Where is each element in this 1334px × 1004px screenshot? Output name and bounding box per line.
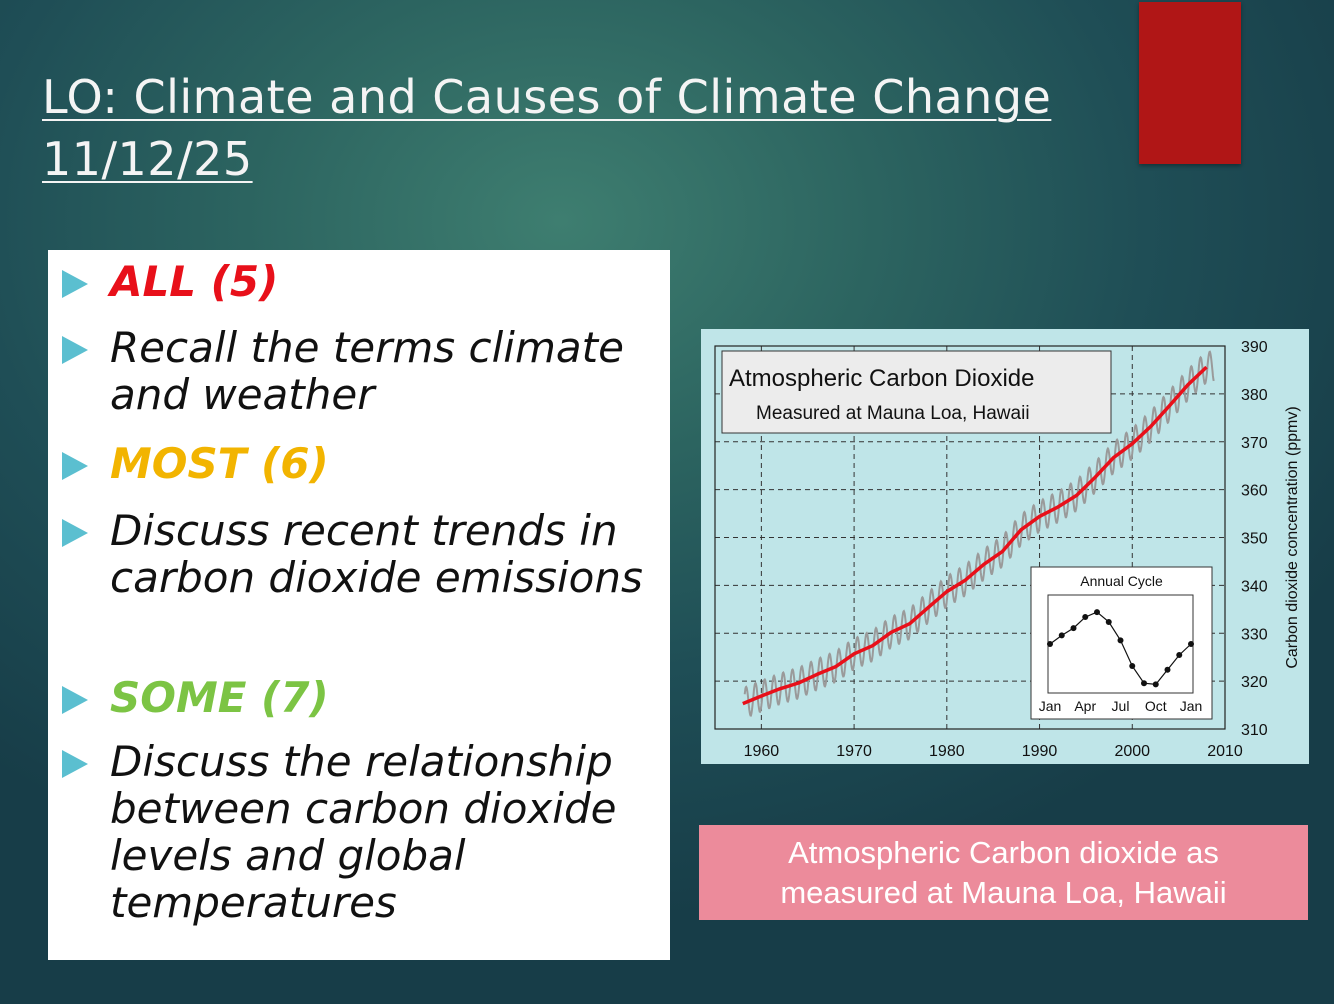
inset-point — [1152, 681, 1159, 688]
inset-x-tick-label: Apr — [1074, 698, 1096, 714]
co2-chart-panel: 1960 1970 1980 1990 2000 2010 310 320 330 340 350 3… — [701, 329, 1309, 764]
bullet-arrow-icon — [62, 750, 88, 778]
x-tick-label: 1970 — [836, 743, 872, 760]
y-tick-label: 320 — [1241, 674, 1268, 691]
chart-subtitle: Measured at Mauna Loa, Hawaii — [756, 403, 1030, 424]
x-tick-label: 1990 — [1022, 743, 1058, 760]
chart-title-box — [721, 350, 1112, 434]
bullet-arrow-icon — [62, 519, 88, 547]
plot-frame — [714, 345, 1226, 730]
objective-item: Discuss recent trends in carbon dioxide … — [62, 507, 650, 601]
inset-point — [1141, 680, 1147, 687]
chart-caption: Atmospheric Carbon dioxide as measured a… — [699, 825, 1308, 920]
y-tick-label: 360 — [1241, 483, 1268, 500]
y-tick-label: 380 — [1241, 387, 1268, 404]
objective-most: MOST (6) — [62, 440, 650, 487]
series-monthly-line — [743, 350, 1215, 717]
y-tick-label: 390 — [1241, 339, 1268, 356]
page-title: LO: Climate and Causes of Climate Change… — [42, 66, 1142, 190]
inset-x-tick-label: Oct — [1145, 698, 1167, 714]
objective-text: Discuss the relationship between carbon … — [110, 737, 617, 927]
x-tick-label: 2000 — [1114, 743, 1150, 760]
inset-point — [1047, 641, 1053, 647]
objective-heading-some: SOME (7) — [110, 673, 329, 722]
x-tick-label: 2010 — [1207, 743, 1243, 760]
objective-some: SOME (7) — [62, 674, 650, 721]
chart-caption-text: Atmospheric Carbon dioxide as measured a… — [780, 834, 1227, 910]
x-tick-label: 1960 — [744, 743, 780, 760]
accent-block — [1139, 2, 1241, 164]
y-tick-label: 340 — [1241, 578, 1268, 595]
objective-text: Discuss recent trends in carbon dioxide … — [110, 506, 643, 602]
inset-point — [1117, 637, 1124, 644]
y-tick-label: 370 — [1241, 435, 1268, 452]
bullet-arrow-icon — [62, 270, 88, 298]
bullet-arrow-icon — [62, 336, 88, 364]
inset-point — [1129, 663, 1136, 670]
inset-x-tick-label: Jan — [1039, 698, 1062, 714]
objective-item: Discuss the relationship between carbon … — [62, 738, 650, 926]
inset-point — [1105, 618, 1112, 625]
inset-x-tick-label: Jul — [1112, 698, 1130, 714]
inset-point — [1058, 632, 1065, 639]
objective-all: ALL (5) — [62, 258, 650, 305]
inset-point — [1070, 625, 1077, 632]
inset-point — [1082, 614, 1089, 621]
objective-heading-all: ALL (5) — [110, 257, 279, 306]
objective-item: Recall the terms climate and weather — [62, 324, 650, 418]
chart-title: Atmospheric Carbon Dioxide — [729, 365, 1034, 392]
inset-point — [1094, 609, 1100, 616]
bullet-arrow-icon — [62, 452, 88, 480]
inset-x-tick-label: Jan — [1180, 698, 1203, 714]
y-tick-label: 310 — [1241, 722, 1268, 739]
objective-heading-most: MOST (6) — [110, 439, 329, 488]
y-axis-label: Carbon dioxide concentration (ppmv) — [1284, 406, 1301, 668]
y-tick-label: 330 — [1241, 626, 1268, 643]
inset-point — [1188, 641, 1194, 647]
title-line-1: LO: Climate and Causes of Climate Change — [42, 70, 1052, 124]
inset-point — [1176, 652, 1183, 659]
x-tick-label: 1980 — [929, 743, 965, 760]
objectives-panel: ALL (5) Recall the terms climate and wea… — [48, 250, 670, 960]
co2-chart: 1960 1970 1980 1990 2000 2010 310 320 330 340 350 3… — [714, 339, 1301, 760]
inset-title: Annual Cycle — [1080, 573, 1163, 589]
y-tick-label: 350 — [1241, 531, 1268, 548]
objective-text: Recall the terms climate and weather — [110, 323, 624, 419]
bullet-arrow-icon — [62, 686, 88, 714]
series-annual-line — [742, 365, 1208, 706]
title-date: 11/12/25 — [42, 132, 253, 186]
inset-point — [1164, 666, 1171, 673]
